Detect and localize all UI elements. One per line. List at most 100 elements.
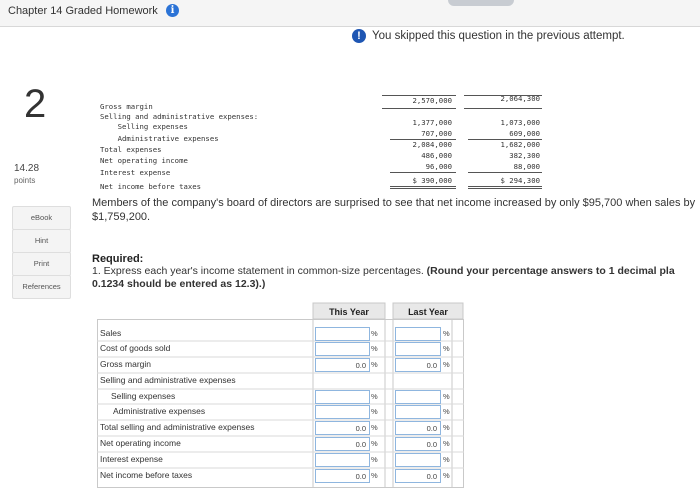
- percent-sign: %: [443, 407, 450, 416]
- percent-sign: %: [371, 439, 378, 448]
- table-row-label: Sales: [100, 328, 122, 338]
- stmt-value-current: 2,570,000: [412, 96, 452, 105]
- points-label: points: [14, 176, 36, 185]
- divider: [468, 139, 542, 140]
- saved-indicator: [448, 0, 514, 6]
- stmt-value-current: 96,000: [425, 162, 452, 171]
- assignment-title: Chapter 14 Graded Homework: [8, 5, 158, 17]
- percent-sign: %: [443, 455, 450, 464]
- assignment-header: [0, 0, 700, 27]
- last-year-percent-input[interactable]: [395, 453, 441, 467]
- percent-sign: %: [443, 329, 450, 338]
- this-year-percent-input[interactable]: [315, 390, 370, 404]
- stmt-value-prior: 609,000: [509, 129, 540, 138]
- stmt-value-current: $ 390,000: [412, 176, 452, 185]
- stmt-value-prior: 88,000: [513, 162, 540, 171]
- this-year-percent-input[interactable]: [315, 405, 370, 419]
- stmt-label: Selling and administrative expenses:: [100, 112, 259, 121]
- table-row-label: Gross margin: [100, 359, 152, 369]
- percent-sign: %: [443, 360, 450, 369]
- stmt-label: Net operating income: [100, 156, 188, 165]
- last-year-percent-input[interactable]: 0.0: [395, 358, 441, 372]
- stmt-value-current: 707,000: [421, 129, 452, 138]
- divider: [390, 186, 456, 189]
- required-line1-bold: (Round your percentage answers to 1 deci…: [426, 265, 675, 277]
- last-year-percent-input[interactable]: 0.0: [395, 437, 441, 451]
- alert-icon: !: [352, 29, 366, 43]
- hint-button[interactable]: Hint: [12, 229, 71, 253]
- required-line1-plain: 1. Express each year's income statement …: [92, 265, 427, 277]
- required-heading: Required:: [92, 253, 144, 265]
- stmt-value-current: 486,000: [421, 151, 452, 160]
- percent-sign: %: [371, 423, 378, 432]
- table-row-label: Net income before taxes: [100, 470, 193, 480]
- stmt-value-prior: 1,682,000: [500, 140, 540, 149]
- stmt-value-prior: $ 294,300: [500, 176, 540, 185]
- divider: [382, 95, 456, 96]
- percent-sign: %: [443, 471, 450, 480]
- col-header-last-year: Last Year: [408, 307, 448, 317]
- last-year-percent-input[interactable]: [395, 342, 441, 356]
- last-year-percent-input[interactable]: 0.0: [395, 421, 441, 435]
- stmt-label: Selling expenses: [100, 122, 188, 131]
- this-year-percent-input[interactable]: 0.0: [315, 421, 370, 435]
- table-row-label: Interest expense: [100, 454, 163, 464]
- divider: [468, 172, 542, 173]
- income-statement-image: Gross margin 2,570,000 2,064,300 Selling…: [92, 88, 542, 196]
- print-button[interactable]: Print: [12, 252, 71, 276]
- stmt-label: Total expenses: [100, 145, 162, 154]
- divider: [382, 108, 456, 109]
- divider: [468, 186, 542, 189]
- table-row-label: Administrative expenses: [113, 406, 206, 416]
- divider: [464, 108, 542, 109]
- skip-notice-text: You skipped this question in the previou…: [372, 30, 625, 42]
- last-year-percent-input[interactable]: [395, 405, 441, 419]
- this-year-percent-input[interactable]: 0.0: [315, 437, 370, 451]
- stmt-label: Administrative expenses: [100, 134, 219, 143]
- percent-sign: %: [443, 423, 450, 432]
- last-year-percent-input[interactable]: [395, 327, 441, 341]
- percent-sign: %: [371, 392, 378, 401]
- this-year-percent-input[interactable]: [315, 327, 370, 341]
- percent-sign: %: [371, 329, 378, 338]
- skip-notice: ! You skipped this question in the previ…: [352, 29, 625, 43]
- percent-sign: %: [371, 407, 378, 416]
- common-size-table: This Year Last Year Sales%% Cost of goods…: [97, 301, 465, 488]
- table-row-label: Total selling and administrative expense…: [100, 422, 255, 432]
- percent-sign: %: [443, 392, 450, 401]
- last-year-percent-input[interactable]: [395, 390, 441, 404]
- last-year-percent-input[interactable]: 0.0: [395, 469, 441, 483]
- required-instructions: 1. Express each year's income statement …: [92, 265, 700, 291]
- stmt-value-current: 2,084,000: [412, 140, 452, 149]
- percent-sign: %: [371, 344, 378, 353]
- divider: [390, 172, 456, 173]
- this-year-percent-input[interactable]: [315, 342, 370, 356]
- question-narrative: Members of the company's board of direct…: [92, 197, 696, 223]
- table-row-label: Selling and administrative expenses: [100, 375, 236, 385]
- stmt-label: Gross margin: [100, 102, 153, 111]
- col-header-this-year: This Year: [329, 307, 369, 317]
- references-button[interactable]: References: [12, 275, 71, 299]
- info-icon[interactable]: i: [166, 4, 179, 17]
- percent-sign: %: [443, 439, 450, 448]
- stmt-label: Interest expense: [100, 168, 171, 177]
- percent-sign: %: [371, 360, 378, 369]
- stmt-label: Net income before taxes: [100, 182, 202, 191]
- table-row-label: Selling expenses: [111, 391, 176, 401]
- question-number: 2: [24, 82, 47, 126]
- required-line2-bold: 0.1234 should be entered as 12.3).): [92, 278, 266, 290]
- divider: [464, 95, 542, 96]
- percent-sign: %: [443, 344, 450, 353]
- table-row-label: Net operating income: [100, 438, 181, 448]
- this-year-percent-input[interactable]: [315, 453, 370, 467]
- percent-sign: %: [371, 455, 378, 464]
- stmt-value-prior: 382,300: [509, 151, 540, 160]
- this-year-percent-input[interactable]: 0.0: [315, 469, 370, 483]
- ebook-button[interactable]: eBook: [12, 206, 71, 230]
- table-grid: [97, 302, 464, 488]
- stmt-value-current: 1,377,000: [412, 118, 452, 127]
- stmt-value-prior: 2,064,300: [500, 94, 540, 103]
- this-year-percent-input[interactable]: 0.0: [315, 358, 370, 372]
- stmt-value-prior: 1,073,000: [500, 118, 540, 127]
- percent-sign: %: [371, 471, 378, 480]
